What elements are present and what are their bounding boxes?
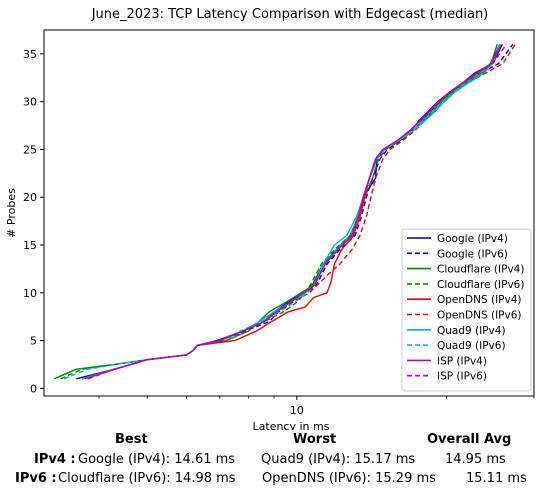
y-axis: 0 5 10 15 20 25 30 35 — [23, 48, 44, 395]
summary-row-ipv4-label: IPv4 : — [34, 452, 76, 467]
legend-box — [401, 228, 532, 392]
x-axis: 10 — [98, 396, 535, 417]
legend: Google (IPv4) Google (IPv6) Cloudflare (IP… — [401, 228, 532, 392]
series-google-ipv6 — [82, 43, 514, 380]
legend-label-quad9-ipv6: Quad9 (IPv6) — [437, 340, 506, 352]
y-tick-label: 15 — [23, 239, 37, 252]
x-tick-label: 10 — [290, 404, 304, 417]
latency-chart: June_2023: TCP Latency Comparison with E… — [5, 7, 535, 430]
legend-label-isp-ipv4: ISP (IPv4) — [437, 355, 487, 367]
legend-label-quad9-ipv4: Quad9 (IPv4) — [437, 325, 506, 337]
legend-label-google-ipv4: Google (IPv4) — [437, 233, 508, 245]
legend-label-opendns-ipv4: OpenDNS (IPv4) — [437, 294, 522, 306]
series-opendns-ipv6 — [82, 43, 516, 380]
summary-row-ipv4-best: Google (IPv4): 14.61 ms — [78, 452, 236, 467]
summary-row-ipv6-best: Cloudflare (IPv6): 14.98 ms — [58, 471, 236, 486]
summary-table: Best Worst Overall Avg IPv4 : Google (IP… — [0, 430, 548, 496]
summary-header-best: Best — [115, 432, 148, 447]
y-tick-label: 30 — [23, 96, 37, 109]
series-isp-ipv6 — [87, 43, 507, 380]
summary-row-ipv6-label: IPv6 : — [15, 471, 57, 486]
summary-row-ipv6-worst: OpenDNS (IPv6): 15.29 ms — [262, 471, 436, 486]
y-tick-label: 5 — [30, 335, 37, 348]
legend-label-google-ipv6: Google (IPv6) — [437, 248, 508, 260]
y-tick-label: 0 — [30, 382, 37, 395]
summary-row-ipv6-avg: 15.11 ms — [466, 471, 527, 486]
legend-label-opendns-ipv6: OpenDNS (IPv6) — [437, 310, 522, 322]
y-axis-label: # Probes — [5, 188, 18, 238]
y-tick-label: 35 — [23, 48, 37, 61]
chart-title: June_2023: TCP Latency Comparison with E… — [91, 7, 489, 22]
summary-row-ipv4-avg: 14.95 ms — [445, 452, 506, 467]
plot-frame — [43, 29, 535, 397]
x-axis-label: Latency in ms — [253, 420, 330, 430]
legend-label-isp-ipv6: ISP (IPv6) — [437, 371, 487, 383]
summary-header-worst: Worst — [293, 432, 337, 447]
legend-label-cloudflare-ipv4: Cloudflare (IPv4) — [437, 264, 524, 276]
summary-row-ipv4-worst: Quad9 (IPv4): 15.17 ms — [261, 452, 416, 467]
y-tick-label: 25 — [23, 143, 37, 156]
summary-header-avg: Overall Avg — [427, 432, 512, 447]
y-tick-label: 20 — [23, 191, 37, 204]
y-tick-label: 10 — [23, 287, 37, 300]
legend-label-cloudflare-ipv6: Cloudflare (IPv6) — [437, 279, 524, 291]
series-layer — [53, 43, 516, 380]
